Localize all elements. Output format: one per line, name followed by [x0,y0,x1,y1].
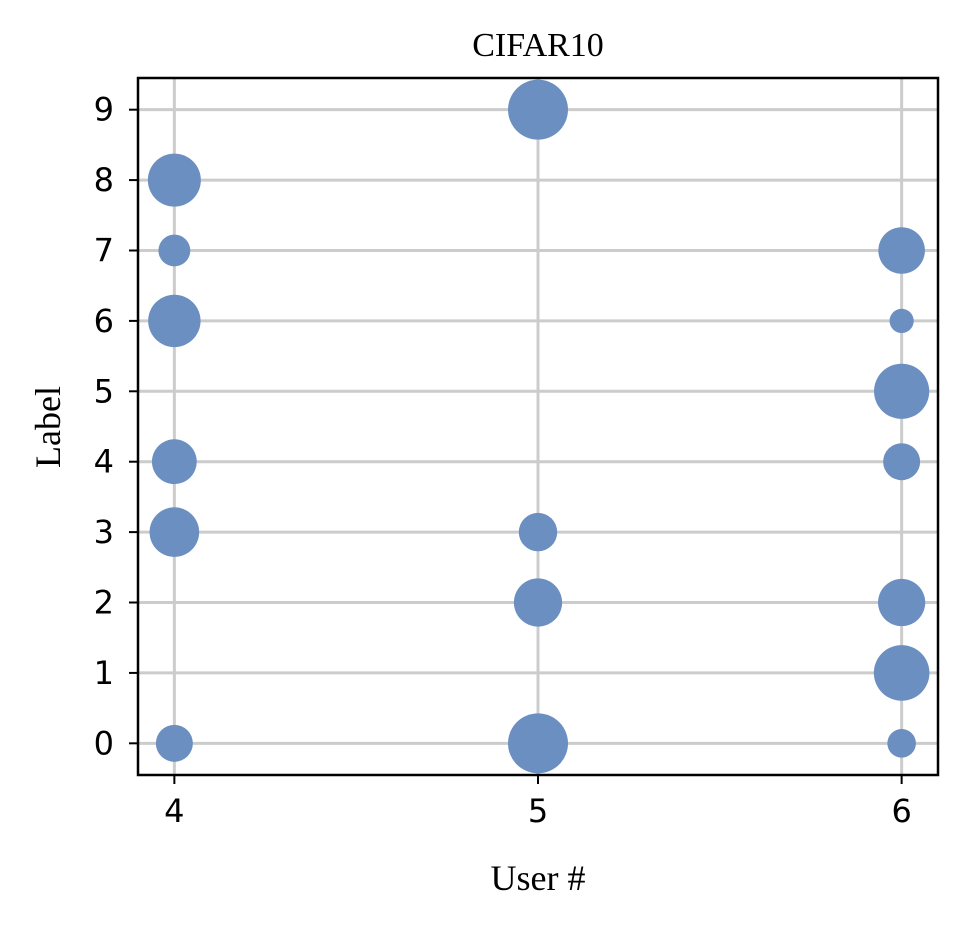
data-point [887,729,916,758]
data-point [889,308,914,333]
data-point [513,578,563,627]
data-point [878,227,925,274]
y-axis: 0 1 2 3 4 5 6 7 8 9 [94,91,138,762]
y-tick-label: 7 [94,231,114,269]
y-tick-label: 4 [94,443,114,481]
y-tick-label: 5 [94,372,114,410]
x-tick-label: 5 [528,792,548,830]
data-point [873,645,930,701]
data-point [149,507,200,557]
y-tick-label: 3 [94,513,114,551]
y-tick-label: 9 [94,91,114,129]
y-tick-label: 6 [94,302,114,340]
y-axis-label: Label [28,386,68,468]
chart-title: CIFAR10 [472,27,604,64]
data-point [878,578,926,627]
data-point [508,79,568,140]
y-tick-label: 8 [94,161,114,199]
data-point [883,443,921,481]
data-point [155,724,193,762]
data-point [508,713,568,774]
grid [138,78,938,775]
data-point [518,512,558,552]
x-tick-label: 4 [164,792,184,830]
data-point [158,234,191,267]
data-point [148,294,201,348]
y-tick-label: 0 [94,724,114,762]
data-point [151,439,197,485]
x-tick-label: 6 [891,792,911,830]
x-axis-label: User # [491,858,586,898]
data-point [147,153,201,207]
data-point [874,363,930,419]
points-layer [147,79,930,774]
y-tick-label: 2 [94,584,114,622]
y-tick-label: 1 [94,654,114,692]
x-axis: 4 5 6 [164,775,912,830]
